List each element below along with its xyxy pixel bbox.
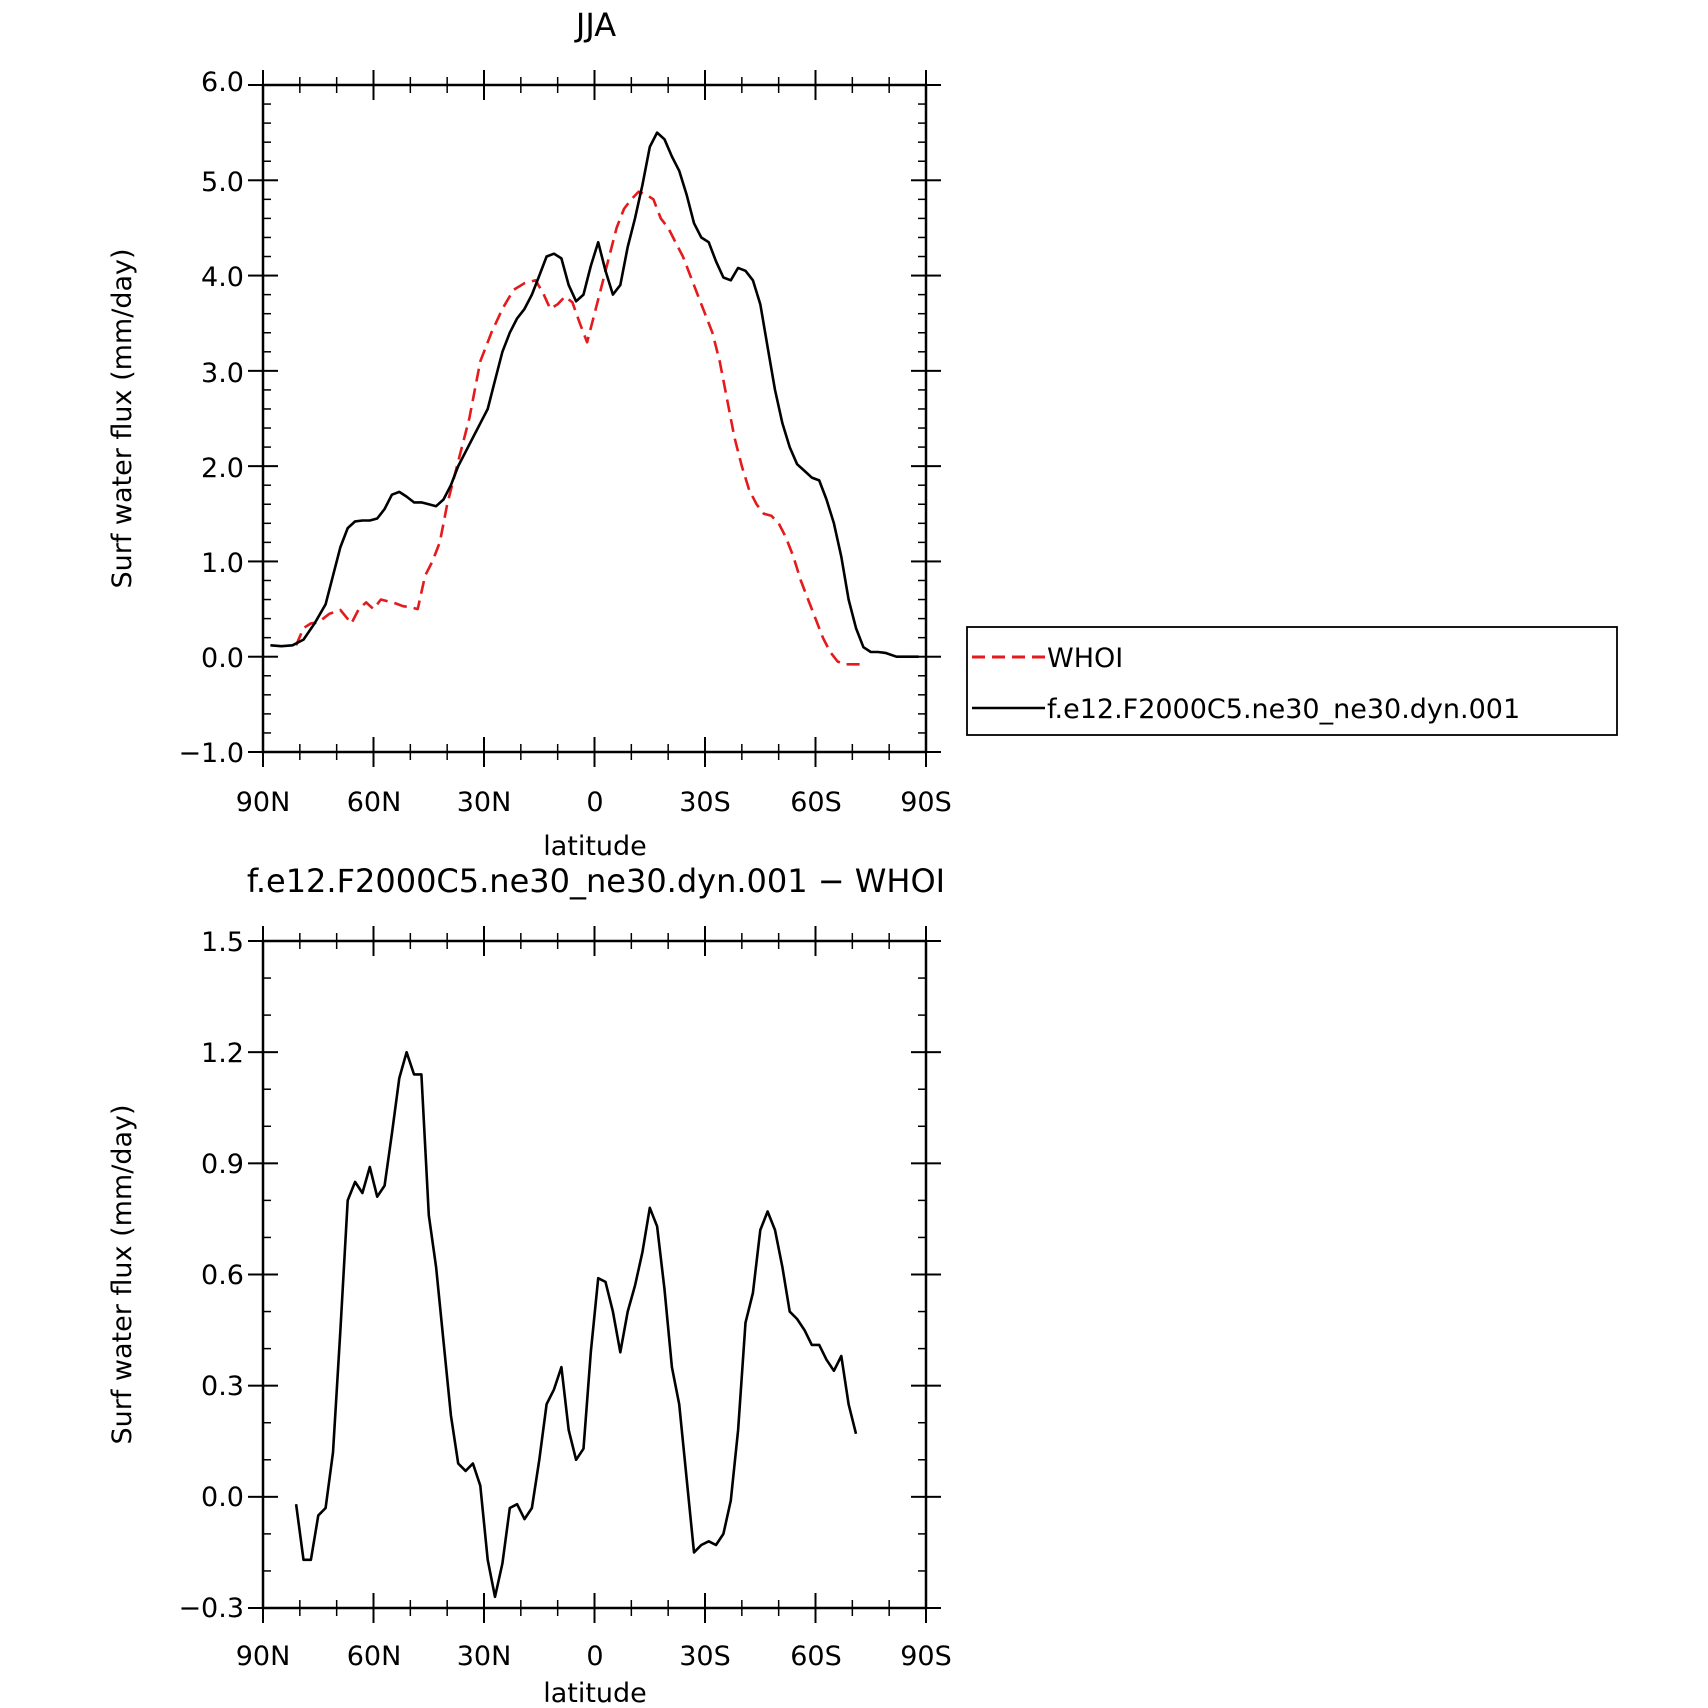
bottom-x-axis-title: latitude [543, 1678, 647, 1708]
top-x-tick-label: 30S [679, 787, 731, 818]
bottom-x-tick-label: 30S [679, 1641, 731, 1672]
top-x-tick-label: 90S [900, 787, 952, 818]
top-x-tick-label: 60S [790, 787, 842, 818]
bottom-series-lines [294, 1050, 858, 1599]
bottom-x-tick-label: 90N [236, 1641, 291, 1672]
top-y-tick-label: −1.0 [178, 738, 244, 769]
bottom-plot-title: f.e12.F2000C5.ne30_ne30.dyn.001 − WHOI [247, 862, 945, 900]
bottom-y-tick-label: 0.0 [201, 1482, 244, 1513]
top-series-line-1 [270, 131, 919, 659]
bottom-y-tick-label: 0.3 [201, 1371, 244, 1402]
top-plot-title: JJA [574, 6, 616, 44]
top-x-axis-title: latitude [543, 831, 647, 862]
legend: WHOI f.e12.F2000C5.ne30_ne30.dyn.001 [966, 626, 1618, 736]
top-y-axis-title: Surf water flux (mm/day) [107, 248, 138, 588]
top-series-lines [270, 131, 919, 666]
bottom-x-tick-label: 90S [900, 1641, 952, 1672]
top-y-tick-label: 3.0 [201, 358, 244, 389]
legend-label-whoi: WHOI [1047, 643, 1123, 674]
bottom-panel: f.e12.F2000C5.ne30_ne30.dyn.001 − WHOI 1… [107, 862, 952, 1708]
top-y-tick-label: 6.0 [201, 67, 244, 98]
bottom-x-tick-label: 30N [457, 1641, 512, 1672]
top-x-tick-label: 90N [236, 787, 291, 818]
bottom-y-tick-label: 0.6 [201, 1260, 244, 1291]
bottom-tick-labels: 1.5 1.2 0.9 0.6 0.3 0.0 −0.3 90N 60N 30N… [178, 927, 951, 1672]
bottom-plot-frame [261, 939, 928, 1610]
legend-label-model: f.e12.F2000C5.ne30_ne30.dyn.001 [1047, 694, 1520, 725]
top-series-line-0 [294, 190, 860, 666]
bottom-ticks [248, 926, 941, 1623]
top-x-tick-label: 0 [586, 787, 603, 818]
top-ticks [248, 70, 941, 767]
bottom-y-tick-label: 1.5 [201, 927, 244, 958]
top-y-tick-label: 0.0 [201, 643, 244, 674]
top-y-tick-label: 4.0 [201, 262, 244, 293]
top-panel: JJA 6.0 5.0 4.0 3.0 2.0 1.0 0.0 −1.0 90N… [107, 6, 1618, 862]
bottom-y-tick-label: 1.2 [201, 1038, 244, 1069]
top-y-tick-label: 2.0 [201, 453, 244, 484]
top-y-tick-label: 5.0 [201, 167, 244, 198]
top-x-tick-label: 60N [347, 787, 402, 818]
bottom-y-axis-title: Surf water flux (mm/day) [107, 1104, 138, 1444]
bottom-x-tick-label: 0 [586, 1641, 603, 1672]
top-y-tick-label: 1.0 [201, 548, 244, 579]
bottom-y-tick-label: −0.3 [178, 1593, 244, 1624]
bottom-y-tick-label: 0.9 [201, 1149, 244, 1180]
top-plot-frame [261, 83, 928, 754]
bottom-x-tick-label: 60N [347, 1641, 402, 1672]
bottom-x-tick-label: 60S [790, 1641, 842, 1672]
top-x-tick-label: 30N [457, 787, 512, 818]
top-tick-labels: 6.0 5.0 4.0 3.0 2.0 1.0 0.0 −1.0 90N 60N… [178, 67, 951, 818]
legend-box [966, 626, 1618, 736]
bottom-series-line-0 [294, 1050, 858, 1599]
